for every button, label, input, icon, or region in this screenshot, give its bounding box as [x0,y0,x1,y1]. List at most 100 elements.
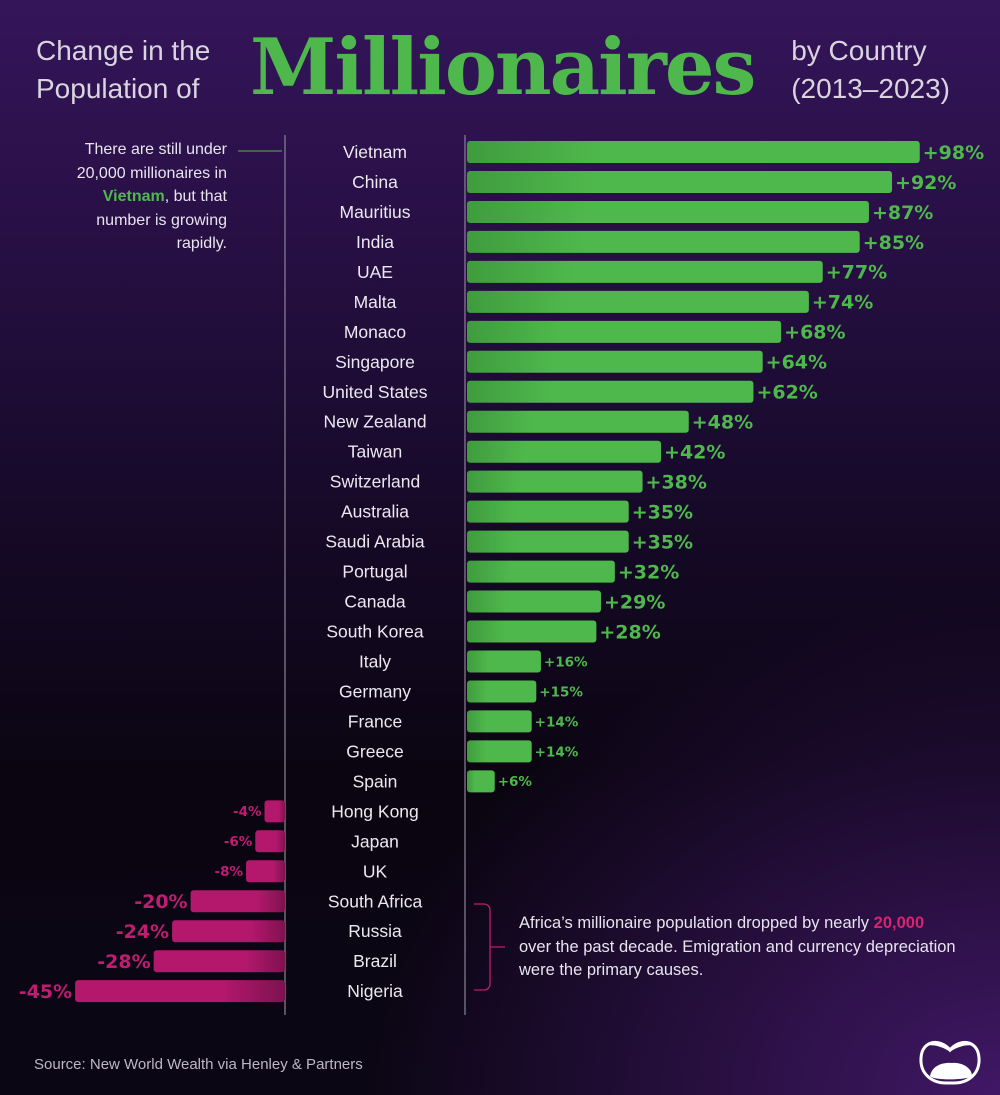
bar [190,890,285,913]
value-label: +38% [646,472,707,494]
bar [264,800,285,823]
value-label: -20% [134,891,187,913]
value-label: +14% [535,714,579,730]
title-left: Change in the Population of [36,32,210,108]
category-label: Russia [348,921,402,941]
value-label: +16% [544,654,588,670]
category-label: France [348,711,402,731]
category-label: Italy [359,651,391,671]
bar [467,410,689,433]
category-label: Mauritius [340,202,411,222]
visual-capitalist-logo-icon [919,1041,981,1085]
category-label: Australia [341,502,409,522]
category-label: India [356,232,394,252]
bar [467,650,541,673]
annotation-highlight: 20,000 [873,914,925,932]
value-label: +48% [692,412,753,434]
title-right: by Country (2013–2023) [791,32,950,108]
value-label: +42% [664,442,725,464]
value-label: +6% [498,774,533,790]
value-label: +64% [766,352,827,374]
bar [467,290,809,313]
category-label: Singapore [335,352,415,372]
bar [467,500,629,523]
title-left-line1: Change in the [36,35,211,66]
bar [255,830,285,853]
title-right-line1: by Country [791,35,927,66]
annotation-text: , but that number is growing rapidly. [96,188,227,252]
value-label: +32% [618,561,679,583]
value-label: +15% [539,684,583,700]
bar [467,680,537,703]
value-label: +35% [632,501,693,523]
value-label: +68% [784,322,845,344]
category-label: Malta [354,292,397,312]
bar [467,590,601,613]
bar [467,560,615,583]
value-label: +35% [632,531,693,553]
category-label: Portugal [342,562,407,582]
category-label: Monaco [344,322,406,342]
category-label: Greece [346,741,403,761]
category-label: United States [322,382,427,402]
bar [467,141,920,163]
category-label: Switzerland [330,472,420,492]
bar [467,380,754,403]
bar [467,620,597,643]
value-label: +77% [826,262,887,284]
category-label: China [352,172,398,192]
value-label: -4% [233,804,262,820]
bar [467,470,643,493]
bar [467,230,860,253]
value-label: +85% [863,232,924,254]
value-label: -24% [116,921,169,943]
annotation-text: over the past decade. Emigration and cur… [519,937,956,980]
value-label: +98% [923,142,984,164]
annotation-bracket [474,903,505,991]
bar [75,980,285,1003]
bar [467,770,495,793]
category-label: Japan [351,831,399,851]
bar [172,920,285,943]
value-label: +28% [599,621,660,643]
value-label: -6% [224,834,253,850]
category-label: Vietnam [343,142,407,162]
bar [467,170,893,193]
bar [153,950,285,973]
value-label: -8% [215,864,244,880]
category-label: Canada [344,592,406,612]
category-label: UK [363,861,388,881]
category-label: South Korea [326,622,424,642]
bar [467,740,532,763]
category-label: Taiwan [348,442,402,462]
annotation-highlight: Vietnam [102,188,165,205]
value-label: +14% [535,744,579,760]
category-label: Saudi Arabia [325,532,425,552]
bar [467,350,763,373]
annotation-vietnam: There are still under 20,000 millionaire… [60,138,227,256]
annotation-africa: Africa’s millionaire population dropped … [519,912,959,983]
bar [467,530,629,553]
bar [467,260,823,283]
category-label: Hong Kong [331,801,419,821]
category-label: UAE [357,262,393,282]
annotation-text: Africa’s millionaire population dropped … [519,914,874,932]
category-label: Spain [353,771,398,791]
category-label: Brazil [353,951,397,971]
bar [467,440,662,463]
category-label: Nigeria [347,981,403,1001]
category-label: South Africa [328,891,423,911]
value-label: +92% [895,172,956,194]
source-note: Source: New World Wealth via Henley & Pa… [34,1056,363,1073]
bar [467,320,782,343]
title-main: Millionaires [250,22,756,113]
annotation-text: There are still under 20,000 millionaire… [76,141,227,182]
bar [246,860,285,883]
category-label: New Zealand [323,412,426,432]
value-label: -28% [97,951,150,973]
value-label: +62% [756,382,817,404]
value-label: +74% [812,292,873,314]
value-label: -45% [19,981,72,1003]
category-label: Germany [339,681,411,701]
